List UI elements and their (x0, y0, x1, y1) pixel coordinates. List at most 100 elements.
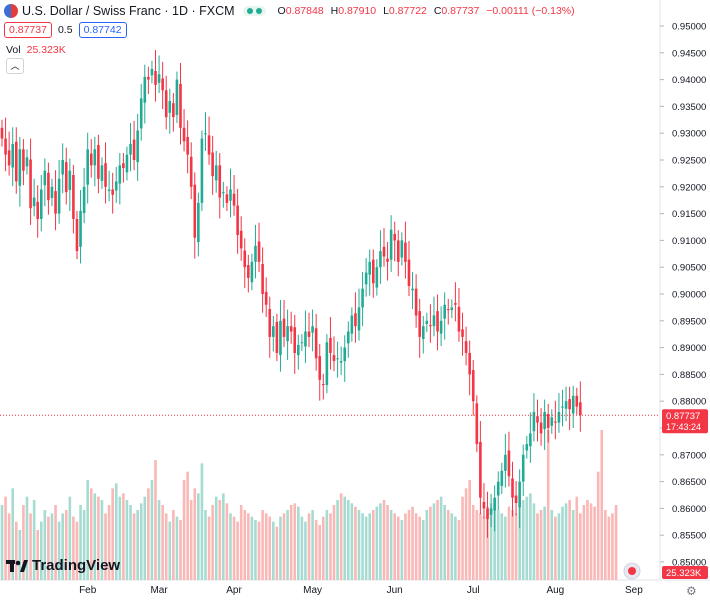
candle-body (575, 395, 579, 407)
candle-body (354, 313, 357, 327)
candle-body (346, 331, 350, 344)
candle-body (529, 433, 532, 447)
candle-body (0, 127, 4, 139)
y-tick-label: 0.88500 (672, 370, 706, 381)
volume-bar (307, 513, 311, 580)
candle-body (118, 165, 122, 184)
volume-bar (175, 516, 179, 580)
candle-body (261, 263, 264, 294)
volume-bar (529, 493, 532, 580)
tradingview-logo[interactable]: TradingView (6, 557, 120, 574)
candle-body (550, 417, 554, 426)
candle-body (214, 165, 218, 181)
volume-bar (500, 513, 504, 580)
candle-body (22, 149, 25, 171)
gear-icon[interactable]: ⚙ (686, 584, 697, 598)
y-tick-label: 0.92000 (672, 182, 706, 193)
candle-body (432, 315, 436, 327)
volume-bar (389, 510, 393, 580)
collapse-legend-button[interactable]: ︿ (6, 58, 24, 74)
volume-bar (411, 506, 414, 580)
volume-bar (339, 493, 343, 580)
candle-body (14, 141, 18, 182)
candle-body (4, 138, 7, 155)
y-tick-label: 0.93000 (672, 129, 706, 140)
y-tick-label: 0.94000 (672, 75, 706, 86)
volume-bar (514, 513, 518, 580)
y-tick-label: 0.91000 (672, 236, 706, 247)
candle-body (443, 304, 446, 319)
volume-bar (386, 505, 389, 580)
y-tick-label: 0.85000 (672, 558, 706, 569)
candle-body (300, 342, 304, 344)
candle-body (343, 347, 347, 361)
candle-body (418, 311, 421, 337)
volume-bar (314, 520, 318, 580)
candle-body (571, 395, 575, 414)
volume-bar (611, 513, 614, 580)
candle-body (75, 218, 79, 252)
candle-body (114, 181, 118, 191)
volume-bar (139, 503, 143, 580)
volume-bar (329, 513, 332, 580)
volume-bar (254, 520, 257, 580)
candle-body (511, 478, 514, 498)
volume-bar (297, 506, 300, 580)
candle-body (293, 327, 297, 353)
candle-body (518, 481, 521, 508)
volume-bar (122, 493, 125, 580)
candle-body (554, 421, 557, 423)
volume-bar (172, 510, 175, 580)
y-tick-label: 0.89000 (672, 343, 706, 354)
candle-body (318, 356, 322, 380)
candle-body (39, 189, 43, 219)
volume-bar (571, 510, 575, 580)
candle-body (579, 402, 582, 416)
candle-body (379, 251, 382, 268)
candle-body (50, 186, 54, 199)
market-status-indicator[interactable] (242, 6, 266, 16)
bid-button[interactable]: 0.87737 (4, 22, 52, 38)
candle-body (404, 242, 407, 262)
volume-bar (104, 513, 107, 580)
symbol-title[interactable]: U.S. Dollar / Swiss Franc · 1D · FXCM (22, 4, 235, 18)
volume-bar (18, 530, 22, 580)
candle-body (268, 309, 272, 337)
volume-bar (4, 496, 7, 580)
status-dot-icon (246, 8, 253, 14)
volume-bar (193, 488, 197, 580)
volume-bar (239, 505, 243, 580)
candle-body (507, 450, 511, 477)
volume-bar (100, 500, 104, 580)
volume-bar (511, 510, 514, 580)
candle-body (297, 344, 300, 356)
volume-bar (607, 516, 611, 580)
volume-bar (50, 513, 54, 580)
ask-button[interactable]: 0.87742 (78, 22, 127, 38)
volume-bar (79, 505, 82, 580)
volume-bar (404, 513, 407, 580)
candle-body (264, 291, 268, 305)
volume-bar (82, 510, 86, 580)
candle-body (461, 329, 464, 337)
candle-body (400, 240, 404, 258)
candle-body (382, 246, 386, 257)
symbol-header: U.S. Dollar / Swiss Franc · 1D · FXCM O0… (4, 4, 575, 18)
volume-bar (143, 496, 147, 580)
volume-bar (432, 503, 436, 580)
volume-bar (543, 506, 546, 580)
candle-body (439, 320, 443, 334)
volume-bar (600, 430, 604, 580)
volume-bar (257, 521, 261, 580)
volume-bar (354, 506, 357, 580)
low-label: L (383, 5, 389, 17)
us-swiss-flag-icon (4, 4, 18, 18)
volume-bar (72, 516, 75, 580)
volume-bar (414, 513, 418, 580)
candle-body (421, 326, 425, 340)
candle-body (229, 189, 232, 201)
volume-bar (272, 521, 275, 580)
candle-body (175, 79, 179, 115)
candle-body (500, 470, 504, 486)
